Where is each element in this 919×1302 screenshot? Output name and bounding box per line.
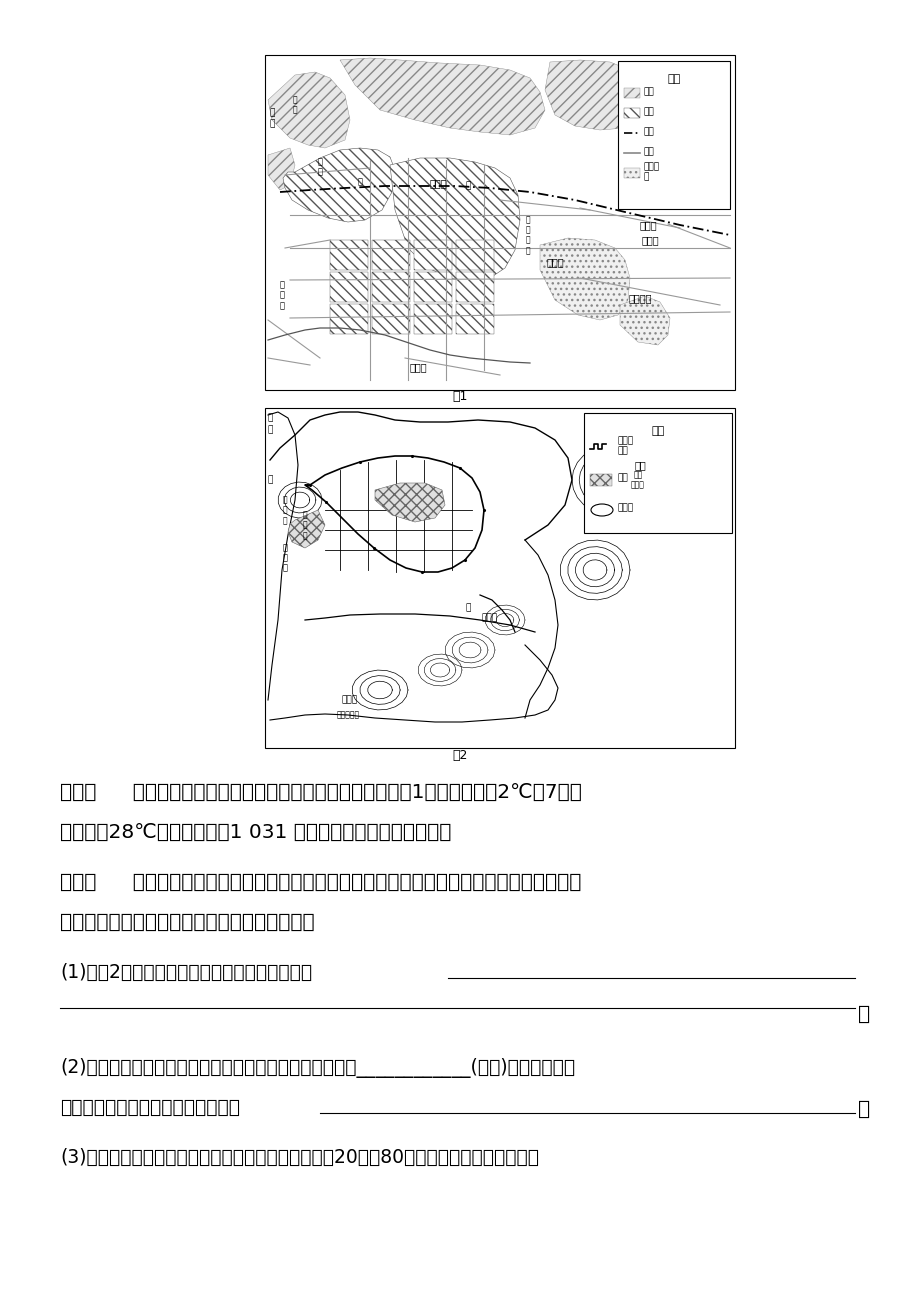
Text: (1)读图2，梁都时南京城市选址的区位因素主要: (1)读图2，梁都时南京城市选址的区位因素主要 [60,963,312,982]
Text: 秦: 秦 [465,604,471,612]
Bar [414,272,451,302]
Text: 。: 。 [857,1100,869,1118]
Bar [623,108,640,118]
Text: 随着近代修筑港口、制造船舶技术的发展，使水流条件复杂的长江沿岸可建筑港口，: 随着近代修筑港口、制造船舶技术的发展，使水流条件复杂的长江沿岸可建筑港口， [119,874,581,892]
Text: 宁
镇
公
路: 宁 镇 公 路 [525,215,529,255]
Text: 。: 。 [857,1005,869,1023]
Polygon shape [283,148,394,223]
Text: 大
桥: 大 桥 [292,95,297,115]
Bar [456,303,494,335]
Text: （明
孝陵）: （明 孝陵） [630,470,644,490]
Text: (3)从图和材料三中可以看出，与梁都时南京城相比，20世纪80年代的南京城区在古城的基: (3)从图和材料三中可以看出，与梁都时南京城相比，20世纪80年代的南京城区在古… [60,1148,539,1167]
Text: 图2: 图2 [452,750,467,763]
Text: 宁杭公路: 宁杭公路 [628,293,651,303]
Text: 水域: 水域 [643,87,654,96]
Bar [618,61,729,210]
Polygon shape [288,510,324,548]
Text: 图例: 图例 [666,74,680,85]
Polygon shape [619,296,669,345]
Bar [265,55,734,391]
Bar [330,240,368,270]
Polygon shape [539,238,630,320]
Text: 均气温为28℃，年降水量为1 031 毫米。气温适宜，降水适中。: 均气温为28℃，年降水量为1 031 毫米。气温适宜，降水适中。 [60,823,451,842]
Polygon shape [267,72,349,148]
Text: 长: 长 [269,108,275,117]
Text: 南京站: 南京站 [429,178,447,187]
Bar [456,240,494,270]
Bar [456,272,494,302]
Text: 雨花台: 雨花台 [409,362,426,372]
Text: 江: 江 [267,475,272,484]
Text: 城区: 城区 [643,108,654,116]
Text: 江: 江 [269,120,275,129]
Text: 材料三: 材料三 [60,874,96,892]
Bar [414,240,451,270]
Text: 大型船舶也可抵住长江风浪，在长江港口停靠。: 大型船舶也可抵住长江风浪，在长江港口停靠。 [60,913,314,932]
Text: 京: 京 [357,177,362,186]
Text: 秦
淮
河: 秦 淮 河 [279,280,284,310]
Bar [623,89,640,98]
Bar [414,303,451,335]
Text: 泰: 泰 [282,543,287,552]
Text: 钟山: 钟山 [633,460,645,470]
Bar [265,408,734,749]
Text: 等高线: 等高线 [618,504,633,513]
Text: （石子冈）: （石子冈） [336,711,359,720]
Bar [330,303,368,335]
Text: 映出影响其商业区分布的因素主要是: 映出影响其商业区分布的因素主要是 [60,1098,240,1117]
Text: 紫金山: 紫金山 [639,220,656,230]
Text: 淮　河: 淮 河 [482,613,497,622]
Bar [330,272,368,302]
Text: (2)读图和材料一，梁都时南京城商业区主要集中在城市的____________(方位)，图中能够反: (2)读图和材料一，梁都时南京城商业区主要集中在城市的____________(… [60,1059,574,1078]
Text: 沪: 沪 [465,181,471,190]
Text: 材料二: 材料二 [60,783,96,802]
Text: 南京是江苏省的省级行政中心。该城市地处中纬度，1月平均气温为2℃，7月平: 南京是江苏省的省级行政中心。该城市地处中纬度，1月平均气温为2℃，7月平 [119,783,581,802]
Text: 水域: 水域 [618,474,628,483]
Polygon shape [390,158,519,283]
Bar [623,168,640,178]
Bar [589,474,611,486]
Text: 淮: 淮 [282,553,287,562]
Polygon shape [544,60,650,130]
Bar [371,303,410,335]
Text: 城墙和
城门: 城墙和 城门 [618,436,633,456]
Text: 图例: 图例 [651,426,664,436]
Text: 图1: 图1 [452,391,467,404]
Bar [584,413,732,533]
Text: 绿化带
线: 绿化带 线 [643,163,660,182]
Bar [371,240,410,270]
Text: 雨花台: 雨花台 [342,695,357,704]
Bar [371,272,410,302]
Polygon shape [375,483,445,522]
Text: 河: 河 [282,564,287,573]
Text: 长: 长 [267,414,272,423]
Polygon shape [340,59,544,135]
Text: 铁路: 铁路 [643,128,654,137]
Text: 明孝陵: 明孝陵 [546,256,563,267]
Text: 石
头
城: 石 头 城 [302,510,307,540]
Text: 中山陵: 中山陵 [641,234,658,245]
Text: 公路: 公路 [643,147,654,156]
Text: 江: 江 [267,426,272,435]
Polygon shape [267,148,295,190]
Text: 长
京: 长 京 [317,158,323,177]
Text: 石
头
山: 石 头 山 [282,495,287,525]
